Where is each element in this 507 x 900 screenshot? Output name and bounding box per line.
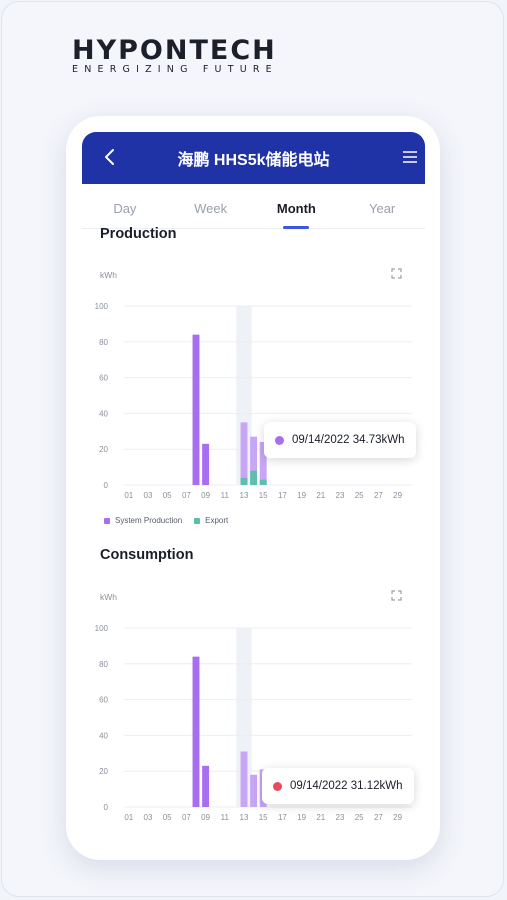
x-tick-label: 11 — [221, 813, 230, 822]
x-tick-label: 13 — [240, 491, 249, 500]
x-tick-label: 27 — [374, 813, 383, 822]
expand-icon-corner — [398, 268, 402, 272]
y-unit-label: kWh — [100, 592, 117, 602]
y-tick-label: 40 — [99, 409, 108, 418]
tab-month[interactable]: Month — [254, 186, 340, 228]
x-tick-label: 21 — [316, 491, 325, 500]
x-tick-label: 29 — [393, 813, 402, 822]
production-bar — [202, 443, 210, 485]
x-tick-label: 23 — [336, 813, 345, 822]
y-tick-label: 60 — [99, 374, 108, 383]
y-tick-label: 80 — [99, 338, 108, 347]
production-chart: kWh 0 20 40 60 80 100 01 03 05 07 09 11 13 15 17 19 21 23 2… — [95, 268, 412, 500]
expand-icon-corner — [398, 275, 402, 279]
station-title: 海鹏 HHS5k储能电站 — [177, 152, 330, 169]
production-legend: System Production Export — [104, 516, 240, 525]
x-tick-label: 25 — [355, 813, 364, 822]
y-unit-label: kWh — [100, 270, 117, 280]
x-tick-label: 03 — [144, 813, 153, 822]
x-tick-label: 01 — [124, 491, 133, 500]
brand-name: HYPONTECH — [72, 35, 277, 66]
production-tooltip: 09/14/2022 34.73kWh — [264, 422, 416, 458]
x-tick-label: 25 — [355, 491, 364, 500]
x-tick-label: 11 — [221, 491, 230, 500]
x-tick-label: 03 — [144, 491, 153, 500]
tab-day[interactable]: Day — [113, 201, 137, 216]
expand-icon-corner — [391, 597, 395, 601]
production-title: Production — [100, 226, 177, 242]
consumption-bar — [192, 656, 200, 807]
production-bar — [250, 436, 258, 485]
expand-icon[interactable] — [391, 268, 402, 279]
x-tick-label: 19 — [297, 813, 306, 822]
production-bar — [259, 442, 267, 485]
y-tick-label: 40 — [99, 731, 108, 740]
legend-export: Export — [194, 516, 228, 525]
consumption-bar — [240, 751, 248, 807]
consumption-tooltip-text: 09/14/2022 31.12kWh — [290, 780, 403, 792]
legend-label: Export — [205, 516, 229, 525]
legend-swatch — [194, 517, 201, 524]
consumption-bar — [250, 774, 258, 807]
legend-swatch — [104, 517, 110, 524]
brand-tagline: ENERGIZING FUTURE — [72, 64, 278, 75]
x-tick-label: 09 — [201, 813, 210, 822]
tab-week[interactable]: Week — [194, 201, 228, 216]
consumption-tooltip: 09/14/2022 31.12kWh — [262, 768, 414, 804]
expand-icon-corner — [391, 590, 395, 594]
x-tick-label: 27 — [374, 491, 383, 500]
x-tick-label: 17 — [278, 813, 287, 822]
expand-icon-corner — [398, 590, 402, 594]
y-tick-label: 0 — [104, 481, 109, 490]
y-tick-label: 100 — [95, 624, 109, 633]
y-tick-label: 80 — [99, 660, 108, 669]
legend-label: System Production — [115, 516, 183, 525]
y-tick-label: 20 — [99, 767, 108, 776]
x-tick-label: 07 — [182, 813, 191, 822]
expand-icon-corner — [398, 597, 402, 601]
period-tabs: Day Week Month Year — [82, 186, 425, 229]
x-tick-label: 01 — [124, 813, 133, 822]
expand-icon[interactable] — [391, 590, 402, 601]
expand-icon-corner — [391, 275, 395, 279]
export-bar — [240, 477, 248, 485]
tooltip-dot — [275, 435, 284, 445]
x-tick-label: 17 — [278, 491, 287, 500]
export-bar — [250, 470, 258, 485]
x-tick-label: 07 — [182, 491, 191, 500]
highlight-column — [236, 628, 252, 807]
x-tick-label: 09 — [201, 491, 210, 500]
x-tick-label: 15 — [259, 491, 268, 500]
export-bar — [259, 479, 267, 485]
y-tick-label: 0 — [104, 803, 109, 812]
x-tick-label: 29 — [393, 491, 402, 500]
x-tick-label: 21 — [316, 813, 325, 822]
highlight-column — [236, 306, 252, 485]
x-tick-label: 19 — [297, 491, 306, 500]
y-tick-label: 100 — [95, 302, 109, 311]
app-header: 海鹏 HHS5k储能电站 — [82, 132, 425, 184]
phone-screen: 海鹏 HHS5k储能电站 Day Week Month Year Product… — [66, 116, 440, 860]
consumption-bar — [202, 765, 210, 807]
hamburger-menu-icon[interactable] — [401, 148, 419, 166]
production-bar — [192, 334, 200, 485]
x-tick-label: 05 — [163, 813, 172, 822]
production-tooltip-text: 09/14/2022 34.73kWh — [292, 434, 405, 446]
chevron-left-icon[interactable] — [100, 147, 120, 167]
tab-year[interactable]: Year — [368, 201, 396, 216]
consumption-title: Consumption — [100, 547, 194, 563]
x-tick-label: 13 — [240, 813, 249, 822]
tooltip-dot — [273, 781, 282, 791]
x-tick-label: 05 — [163, 491, 172, 500]
legend-system-production: System Production — [104, 516, 182, 525]
brand-logo: HYPONTECH ENERGIZING FUTURE — [72, 35, 278, 76]
y-tick-label: 60 — [99, 696, 108, 705]
consumption-chart: kWh 0 20 40 60 80 100 01 03 05 07 09 11 13 15 17 19 21 23 2… — [95, 590, 412, 822]
expand-icon-corner — [391, 268, 395, 272]
production-bar — [240, 422, 248, 485]
x-tick-label: 15 — [259, 813, 268, 822]
x-tick-label: 23 — [336, 491, 345, 500]
y-tick-label: 20 — [99, 445, 108, 454]
